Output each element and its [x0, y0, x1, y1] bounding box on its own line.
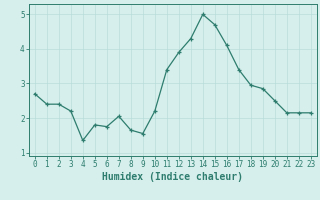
X-axis label: Humidex (Indice chaleur): Humidex (Indice chaleur) [102, 172, 243, 182]
